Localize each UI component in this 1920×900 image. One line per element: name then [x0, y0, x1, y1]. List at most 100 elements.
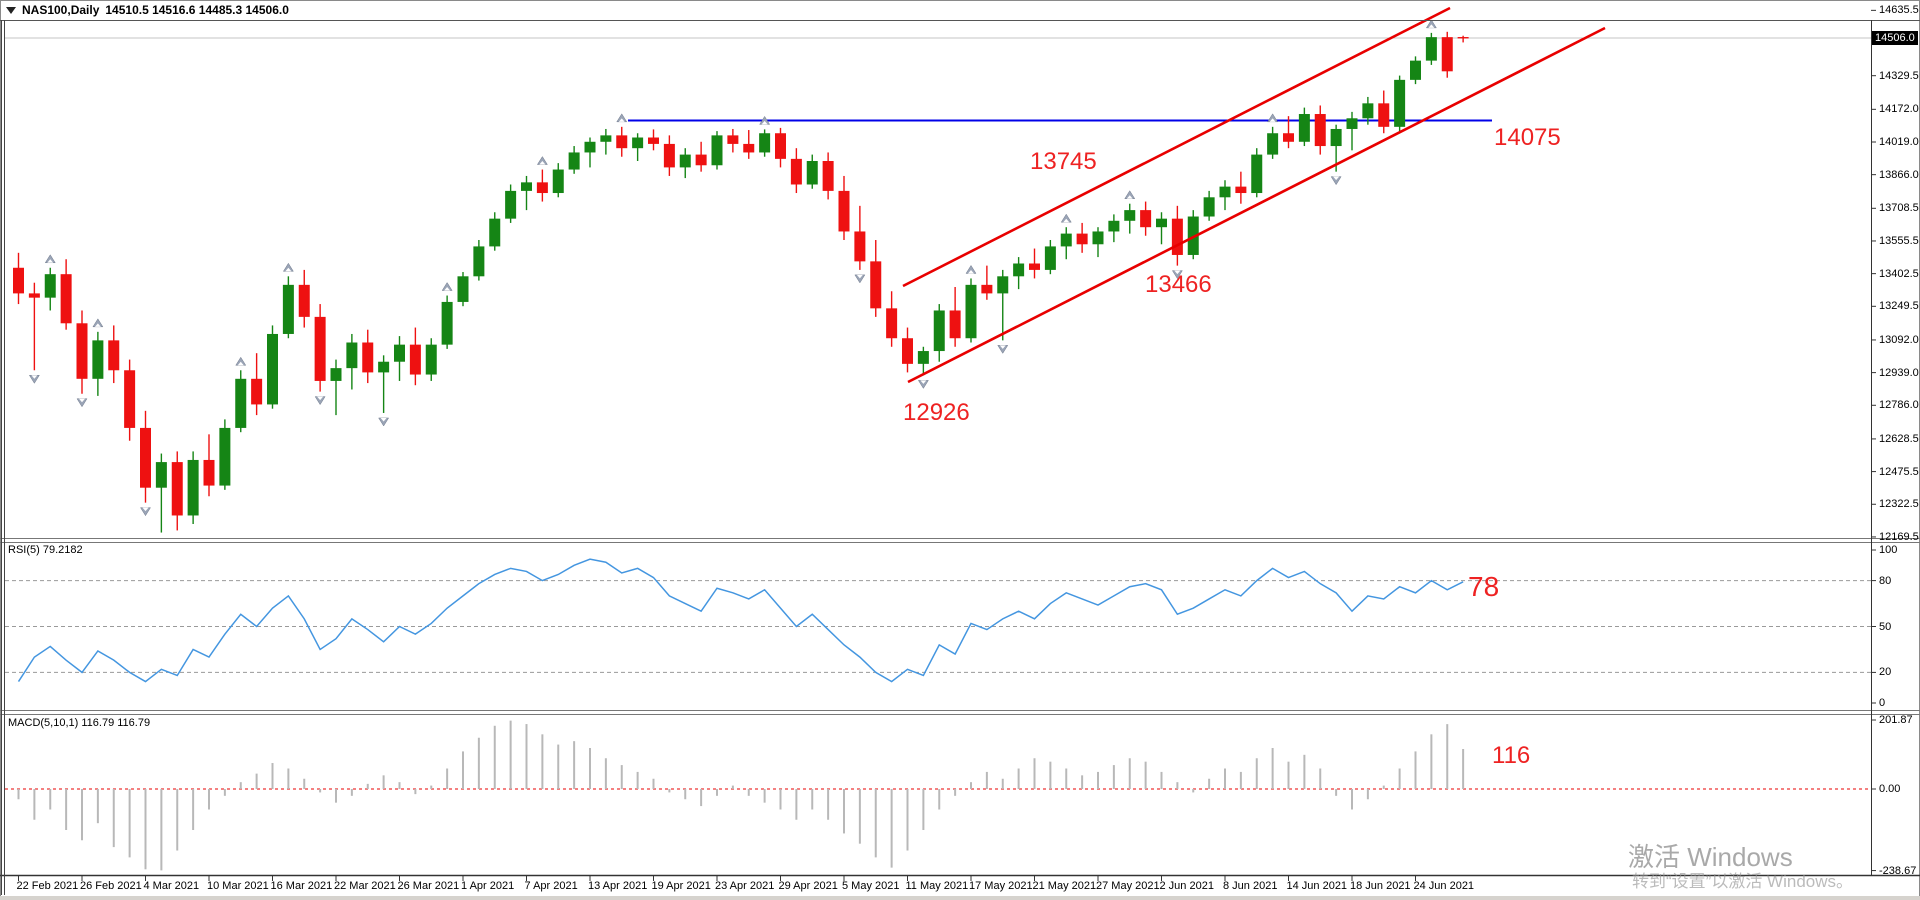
date-axis-label: 2 Jun 2021 — [1159, 880, 1214, 892]
candle-body-down — [60, 274, 72, 324]
candle-body-up — [711, 135, 723, 166]
date-axis-label: 24 Jun 2021 — [1413, 880, 1475, 892]
rsi-line — [17, 558, 1464, 683]
candle-body-down — [822, 160, 834, 191]
fractal-notch-icon — [999, 345, 1006, 349]
candle-body-down — [140, 427, 151, 488]
candle-body-up — [933, 310, 945, 352]
candle-body-down — [648, 137, 659, 144]
candle-body-down — [28, 293, 40, 298]
date-axis-label: 26 Mar 2021 — [397, 880, 460, 892]
price-axis-label: 13249.5 — [1879, 300, 1919, 313]
candle-body-up — [806, 160, 818, 185]
candle-body-down — [1171, 218, 1183, 255]
date-axis-label: 29 Apr 2021 — [778, 880, 838, 892]
price-axis-label: 13866.0 — [1879, 168, 1919, 181]
candle-body-up — [600, 135, 612, 142]
date-axis-label: 5 May 2021 — [842, 880, 900, 892]
candle-body-up — [759, 133, 771, 153]
price-axis-label: 13555.5 — [1879, 234, 1919, 247]
candle-body-up — [1124, 210, 1136, 221]
symbol-timeframe-label: NAS100,Daily — [22, 3, 100, 17]
channel-upper-line — [902, 6, 1451, 288]
date-axis-label: 23 Apr 2021 — [715, 880, 775, 892]
rsi-indicator-label: RSI(5) 79.2182 — [8, 544, 83, 556]
fractal-notch-icon — [539, 161, 546, 165]
candle-body-down — [13, 267, 24, 294]
candle-body-down — [314, 316, 326, 381]
rsi-axis-label: 20 — [1879, 666, 1892, 679]
candle-body-down — [949, 310, 961, 339]
candle-body-down — [251, 378, 263, 405]
candle-body-down — [663, 143, 675, 168]
chevron-down-icon[interactable] — [6, 6, 16, 14]
price-annotation: 12926 — [903, 399, 970, 426]
candle-body-down — [1378, 103, 1390, 127]
chart-title-bar: NAS100,Daily 14510.5 14516.6 14485.3 145… — [6, 3, 289, 17]
candle-body-up — [1203, 197, 1215, 217]
candle-body-up — [346, 342, 358, 369]
rsi-axis-label: 50 — [1879, 620, 1892, 633]
date-axis-label: 22 Feb 2021 — [16, 880, 79, 892]
candle-body-up — [965, 284, 977, 339]
ohlc-readout: 14510.5 14516.6 14485.3 14506.0 — [105, 3, 289, 17]
candle-body-up — [473, 246, 485, 277]
candle-body-down — [108, 340, 120, 371]
candle-body-down — [886, 308, 898, 339]
candle-body-up — [1108, 220, 1120, 232]
candle-body-up — [1267, 133, 1279, 155]
price-axis-label: 12475.5 — [1879, 465, 1919, 478]
candle-body-down — [790, 158, 802, 185]
price-annotation: 13745 — [1030, 148, 1097, 175]
candle-body-up — [394, 344, 405, 362]
price-axis-label: 14172.0 — [1879, 103, 1919, 116]
date-axis-label: 7 Apr 2021 — [524, 880, 578, 892]
candle-body-up — [457, 276, 469, 302]
macd-indicator-label: MACD(5,10,1) 116.79 116.79 — [8, 717, 151, 729]
fractal-notch-icon — [285, 267, 292, 272]
candle-body-up — [1092, 231, 1104, 245]
channel-lower-line — [907, 26, 1606, 384]
candle-body-up — [1394, 79, 1406, 127]
date-axis-label: 16 Mar 2021 — [270, 880, 333, 892]
price-axis-label: 12169.5 — [1879, 530, 1919, 543]
date-axis-label: 10 Mar 2021 — [207, 880, 269, 892]
price-axis-label: 13092.0 — [1879, 333, 1919, 346]
candle-body-up — [505, 190, 517, 219]
fractal-notch-icon — [47, 259, 54, 263]
candle-body-up — [1346, 118, 1358, 129]
candle-body-up — [679, 154, 691, 168]
candle-body-up — [632, 137, 644, 149]
candle-body-down — [775, 133, 786, 159]
fractal-notch-icon — [968, 269, 974, 274]
fractal-notch-icon — [856, 274, 863, 279]
price-axis-label: 12322.5 — [1879, 498, 1919, 511]
candle-body-up — [552, 169, 564, 194]
candle-body-down — [838, 190, 850, 232]
candle-body-down — [1314, 114, 1326, 147]
candle-body-down — [298, 284, 310, 317]
candle-body-up — [1425, 37, 1437, 61]
price-annotation: 78 — [1468, 571, 1500, 602]
candle-body-up — [1060, 233, 1072, 247]
candle-body-up — [441, 301, 453, 345]
candle-body-up — [1013, 263, 1025, 277]
candle-body-up — [1156, 218, 1167, 228]
price-axis-label: 14329.5 — [1879, 69, 1919, 82]
candle-body-down — [981, 284, 993, 294]
candle-body-down — [743, 143, 755, 153]
candle-body-up — [235, 378, 247, 428]
candle-body-down — [536, 182, 548, 194]
candle-body-down — [1235, 186, 1247, 194]
candle-body-down — [1457, 37, 1469, 39]
candle-body-up — [1251, 154, 1263, 194]
candle-body-up — [425, 344, 437, 375]
price-annotation: 14075 — [1494, 124, 1561, 151]
candle-body-down — [362, 342, 374, 373]
candle-body-up — [1410, 60, 1421, 80]
fractal-notch-icon — [761, 120, 768, 125]
candle-body-up — [92, 340, 104, 379]
date-axis-label: 11 May 2021 — [905, 880, 969, 892]
fractal-notch-icon — [1174, 270, 1181, 275]
